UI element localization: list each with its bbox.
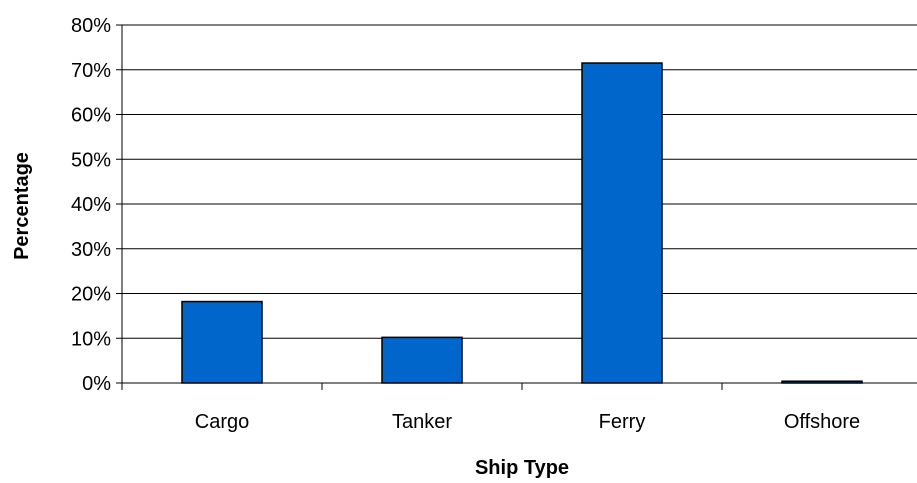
y-tick-label: 10%	[71, 328, 111, 350]
bar	[381, 336, 463, 384]
y-tick-label: 40%	[71, 194, 111, 216]
y-tick-label: 80%	[71, 15, 111, 37]
x-tick-label: Ferry	[599, 411, 646, 433]
gridlines	[122, 24, 917, 339]
y-tick-label: 30%	[71, 239, 111, 261]
x-axis-title: Ship Type	[475, 457, 569, 479]
y-tick-label: 0%	[82, 373, 111, 395]
y-tick-label: 60%	[71, 105, 111, 127]
bars	[181, 62, 863, 384]
y-tick-label: 50%	[71, 149, 111, 171]
tick-labels: 0% 10% 20% 30% 40% 50% 60% 70% 80% Cargo Tanker Fer…	[71, 15, 860, 433]
y-axis-title: Percentage	[11, 152, 33, 260]
bar	[581, 62, 663, 384]
y-tick-label: 20%	[71, 284, 111, 306]
axes	[116, 24, 917, 390]
x-tick-label: Cargo	[195, 411, 249, 433]
y-tick-label: 70%	[71, 60, 111, 82]
x-tick-label: Offshore	[784, 411, 860, 433]
x-tick-label: Tanker	[392, 411, 452, 433]
bar	[181, 300, 263, 384]
